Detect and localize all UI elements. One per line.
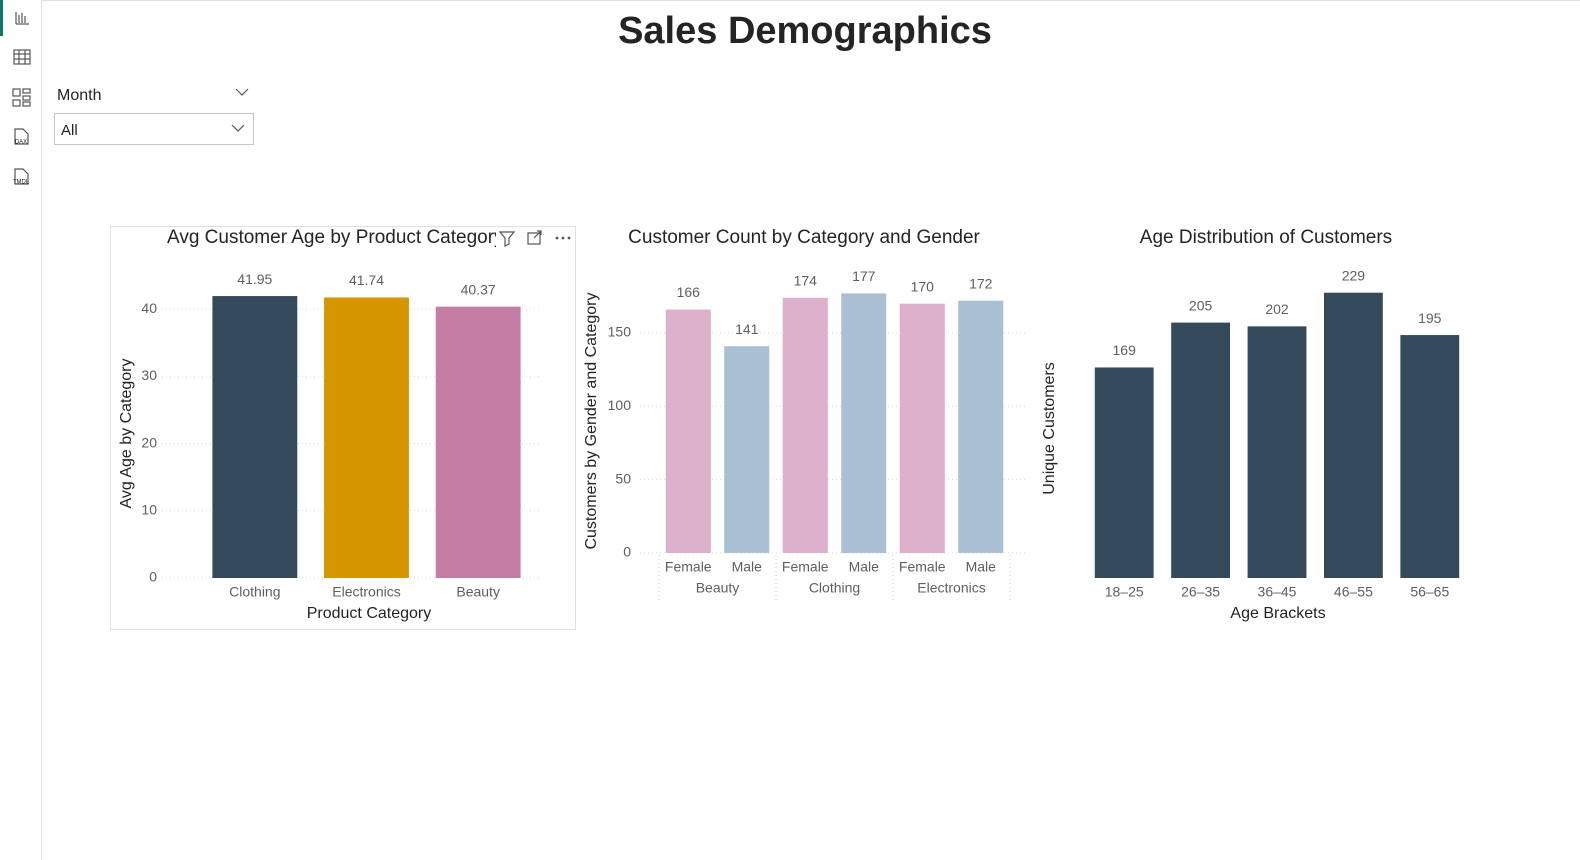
bar: [324, 297, 409, 578]
sidebar: [0, 0, 41, 860]
x-tick-label: Electronics: [917, 580, 985, 596]
x-subcategory-label: Female: [665, 559, 712, 575]
table-view-icon[interactable]: [13, 49, 31, 65]
month-slicer[interactable]: Month All: [54, 87, 254, 145]
x-tick-label: Electronics: [332, 584, 400, 600]
y-tick-label: 0: [149, 569, 157, 585]
visual-header-icons: [498, 230, 571, 247]
chart-title: Customer Count by Category and Gender: [628, 227, 980, 248]
svg-text:TMDL: TMDL: [13, 180, 30, 186]
y-tick-label: 20: [141, 434, 157, 450]
svg-text:DAX: DAX: [15, 140, 27, 146]
bar: [1171, 322, 1231, 578]
x-axis-title: Age Brackets: [1230, 605, 1325, 622]
slicer-dropdown[interactable]: [54, 113, 254, 145]
bar: [841, 293, 887, 553]
data-label: 40.37: [461, 281, 496, 297]
x-tick-label: 26–35: [1181, 584, 1220, 600]
x-tick-label: 46–55: [1334, 584, 1373, 600]
x-subcategory-label: Female: [782, 559, 829, 575]
data-label: 141: [735, 321, 759, 337]
data-label: 177: [852, 268, 876, 284]
slicer-label: Month: [57, 87, 101, 104]
x-tick-label: Clothing: [229, 584, 280, 600]
x-tick-label: 18–25: [1105, 584, 1144, 600]
data-label: 170: [911, 278, 935, 294]
x-subcategory-label: Male: [966, 559, 997, 575]
data-label: 166: [677, 284, 701, 300]
y-tick-label: 100: [608, 397, 632, 413]
y-tick-label: 0: [623, 544, 631, 560]
y-axis-title: Avg Age by Category: [118, 358, 135, 508]
bar: [899, 303, 945, 553]
data-label: 174: [794, 273, 818, 289]
bar: [665, 309, 711, 553]
sidebar-icons: DAX TMDL: [12, 11, 31, 186]
page-title: Sales Demographics: [618, 10, 992, 52]
data-label: 41.74: [349, 272, 384, 288]
x-tick-label: 36–45: [1258, 584, 1297, 600]
bar: [724, 346, 770, 553]
filter-icon[interactable]: [498, 231, 516, 247]
dax-view-icon[interactable]: DAX: [14, 128, 29, 146]
focus-mode-icon[interactable]: [527, 230, 542, 245]
bar: [1247, 326, 1307, 578]
y-tick-label: 30: [141, 367, 157, 383]
data-label: 195: [1418, 310, 1442, 326]
data-label: 169: [1113, 342, 1137, 358]
bar: [782, 297, 828, 553]
y-tick-label: 50: [615, 470, 631, 486]
more-options-icon[interactable]: [555, 236, 571, 240]
x-tick-label: Beauty: [456, 584, 500, 600]
data-label: 41.95: [237, 271, 272, 287]
x-subcategory-label: Female: [899, 559, 946, 575]
model-view-icon[interactable]: [12, 88, 31, 107]
bar: [1400, 335, 1460, 578]
data-label: 205: [1189, 297, 1213, 313]
data-label: 229: [1342, 267, 1366, 283]
slicer-value: All: [61, 122, 78, 139]
y-tick-label: 40: [141, 300, 157, 316]
visual-card[interactable]: [110, 226, 576, 630]
y-tick-label: 10: [141, 501, 157, 517]
y-tick-label: 150: [608, 324, 632, 340]
chart-title: Age Distribution of Customers: [1140, 227, 1392, 248]
bar: [1094, 367, 1154, 578]
chart-title: Avg Customer Age by Product Category: [167, 227, 504, 248]
x-subcategory-label: Male: [732, 559, 763, 575]
slicer-header-chevron[interactable]: [235, 88, 249, 96]
x-tick-label: Clothing: [809, 580, 860, 596]
y-axis-title: Unique Customers: [1041, 362, 1058, 495]
data-label: 202: [1265, 301, 1289, 317]
tmdl-view-icon[interactable]: TMDL: [13, 168, 30, 186]
data-label: 172: [969, 275, 993, 291]
slicer-dropdown-chevron[interactable]: [231, 124, 245, 132]
chart-title-clip: Avg Customer Age by Product Category: [167, 227, 504, 248]
x-subcategory-label: Male: [849, 559, 880, 575]
x-axis-title: Product Category: [307, 605, 432, 622]
report-view-icon[interactable]: [15, 11, 29, 25]
bar: [1323, 292, 1383, 578]
bar: [435, 306, 521, 578]
y-axis-title: Customers by Gender and Category: [583, 292, 600, 549]
x-tick-label: 56–65: [1410, 584, 1449, 600]
bar: [958, 300, 1004, 553]
x-tick-label: Beauty: [696, 580, 740, 596]
active-indicator: [0, 0, 3, 36]
bar: [212, 296, 298, 578]
